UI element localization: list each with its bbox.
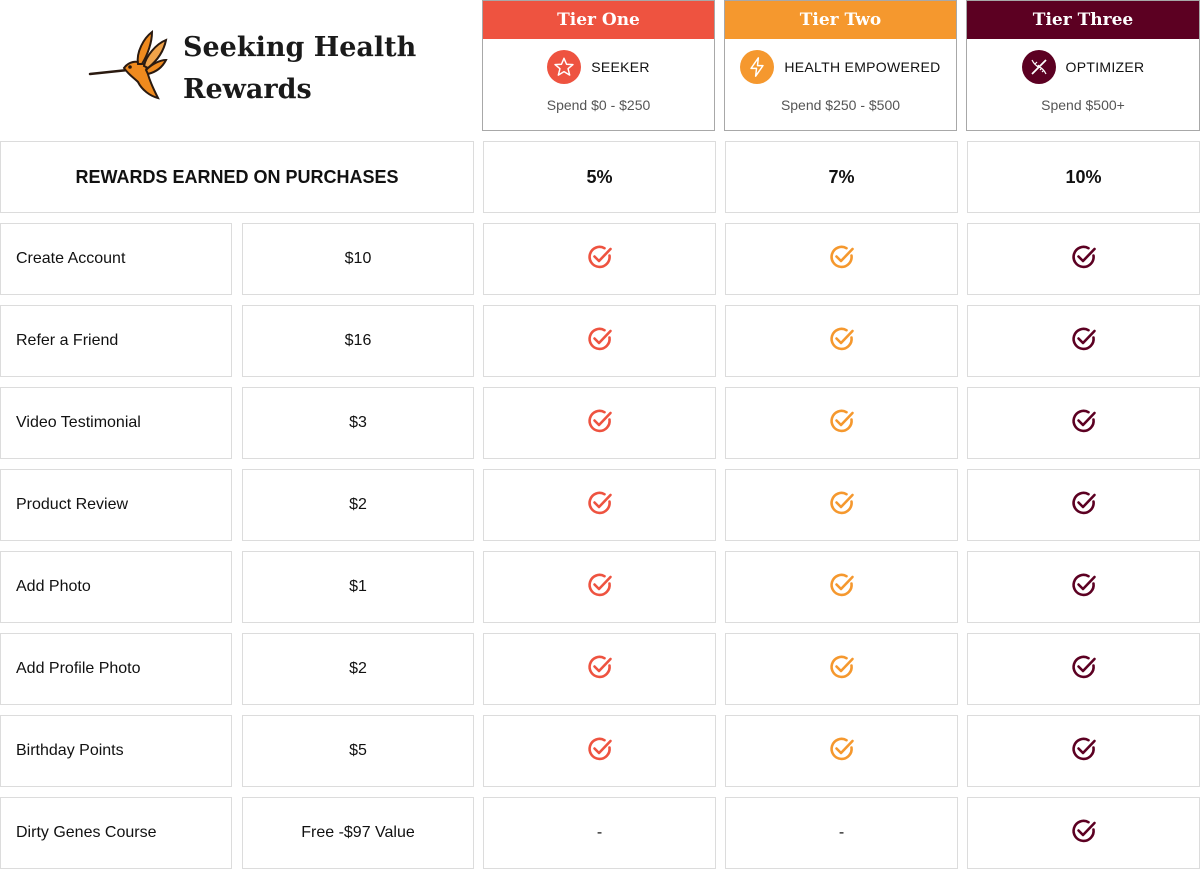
tier-one-cell xyxy=(483,469,716,541)
tier-three-cell xyxy=(967,797,1200,869)
check-circle-icon xyxy=(586,489,614,522)
tier-two-cell xyxy=(725,305,958,377)
check-circle-icon xyxy=(586,325,614,358)
tier-one-name: SEEKER xyxy=(591,59,650,75)
tier-one-cell: - xyxy=(483,797,716,869)
check-circle-icon xyxy=(1070,407,1098,440)
reward-row-label: Birthday Points xyxy=(0,715,232,787)
reward-row-value: $1 xyxy=(242,551,474,623)
not-included-dash: - xyxy=(596,824,603,841)
tier-three-cell xyxy=(967,223,1200,295)
tier-three-cell xyxy=(967,551,1200,623)
tier-three-card: Tier Three OPTIMIZER Spend $500+ xyxy=(966,0,1200,131)
check-circle-icon xyxy=(1070,817,1098,850)
reward-row-label: Create Account xyxy=(0,223,232,295)
tier-three-cell xyxy=(967,305,1200,377)
tier-three-header: Tier Three xyxy=(967,1,1199,39)
tier-one-cell xyxy=(483,551,716,623)
reward-row-label: Dirty Genes Course xyxy=(0,797,232,869)
tier-two-cell xyxy=(725,633,958,705)
reward-row-value: $2 xyxy=(242,633,474,705)
tier-two-spend: Spend $250 - $500 xyxy=(780,97,901,113)
tier-one-cell xyxy=(483,633,716,705)
check-circle-icon xyxy=(828,735,856,768)
tier-two-cell xyxy=(725,387,958,459)
brand-title: Seeking Health Rewards xyxy=(183,32,417,105)
reward-row-value: $3 xyxy=(242,387,474,459)
reward-row-value: $2 xyxy=(242,469,474,541)
reward-row-value: $10 xyxy=(242,223,474,295)
lightning-icon xyxy=(740,50,775,84)
tier-three-rate: 10% xyxy=(967,141,1200,213)
tier-two-rate: 7% xyxy=(725,141,958,213)
tier-three-cell xyxy=(967,387,1200,459)
reward-row-label: Add Photo xyxy=(0,551,232,623)
reward-row-label: Product Review xyxy=(0,469,232,541)
tier-one-rate: 5% xyxy=(483,141,716,213)
tier-three-cell xyxy=(967,633,1200,705)
reward-row-label: Refer a Friend xyxy=(0,305,232,377)
check-circle-icon xyxy=(586,571,614,604)
check-circle-icon xyxy=(828,571,856,604)
reward-row-value: Free -$97 Value xyxy=(242,797,474,869)
tier-three-cell xyxy=(967,469,1200,541)
tier-three-name: OPTIMIZER xyxy=(1065,59,1145,75)
check-circle-icon xyxy=(1070,735,1098,768)
check-circle-icon xyxy=(828,325,856,358)
tier-three-cell xyxy=(967,715,1200,787)
check-circle-icon xyxy=(1070,571,1098,604)
check-circle-icon xyxy=(828,243,856,276)
dna-icon xyxy=(1021,50,1056,84)
tier-one-cell xyxy=(483,387,716,459)
tier-one-cell xyxy=(483,715,716,787)
tier-two-cell: - xyxy=(725,797,958,869)
tier-one-card: Tier One SEEKER Spend $0 - $250 xyxy=(482,0,715,131)
reward-row-label: Add Profile Photo xyxy=(0,633,232,705)
tier-one-header: Tier One xyxy=(483,1,714,39)
tier-two-cell xyxy=(725,223,958,295)
tier-one-spend: Spend $0 - $250 xyxy=(546,97,651,113)
tier-two-cell xyxy=(725,469,958,541)
tier-two-cell xyxy=(725,715,958,787)
check-circle-icon xyxy=(828,653,856,686)
tier-two-header: Tier Two xyxy=(725,1,956,39)
check-circle-icon xyxy=(586,653,614,686)
tier-one-cell xyxy=(483,223,716,295)
reward-row-label: Video Testimonial xyxy=(0,387,232,459)
star-icon xyxy=(547,50,582,84)
tier-two-name: HEALTH EMPOWERED xyxy=(784,59,941,75)
check-circle-icon xyxy=(586,407,614,440)
check-circle-icon xyxy=(1070,243,1098,276)
hummingbird-logo-icon xyxy=(88,29,168,107)
reward-row-value: $16 xyxy=(242,305,474,377)
check-circle-icon xyxy=(586,243,614,276)
check-circle-icon xyxy=(828,489,856,522)
reward-row-value: $5 xyxy=(242,715,474,787)
tier-one-cell xyxy=(483,305,716,377)
tier-two-cell xyxy=(725,551,958,623)
not-included-dash: - xyxy=(838,824,845,841)
check-circle-icon xyxy=(828,407,856,440)
rewards-earned-header: REWARDS EARNED ON PURCHASES xyxy=(0,141,474,213)
check-circle-icon xyxy=(1070,489,1098,522)
tier-two-card: Tier Two HEALTH EMPOWERED Spend $250 - $… xyxy=(724,0,957,131)
check-circle-icon xyxy=(1070,325,1098,358)
check-circle-icon xyxy=(1070,653,1098,686)
tier-three-spend: Spend $500+ xyxy=(1041,97,1125,113)
check-circle-icon xyxy=(586,735,614,768)
